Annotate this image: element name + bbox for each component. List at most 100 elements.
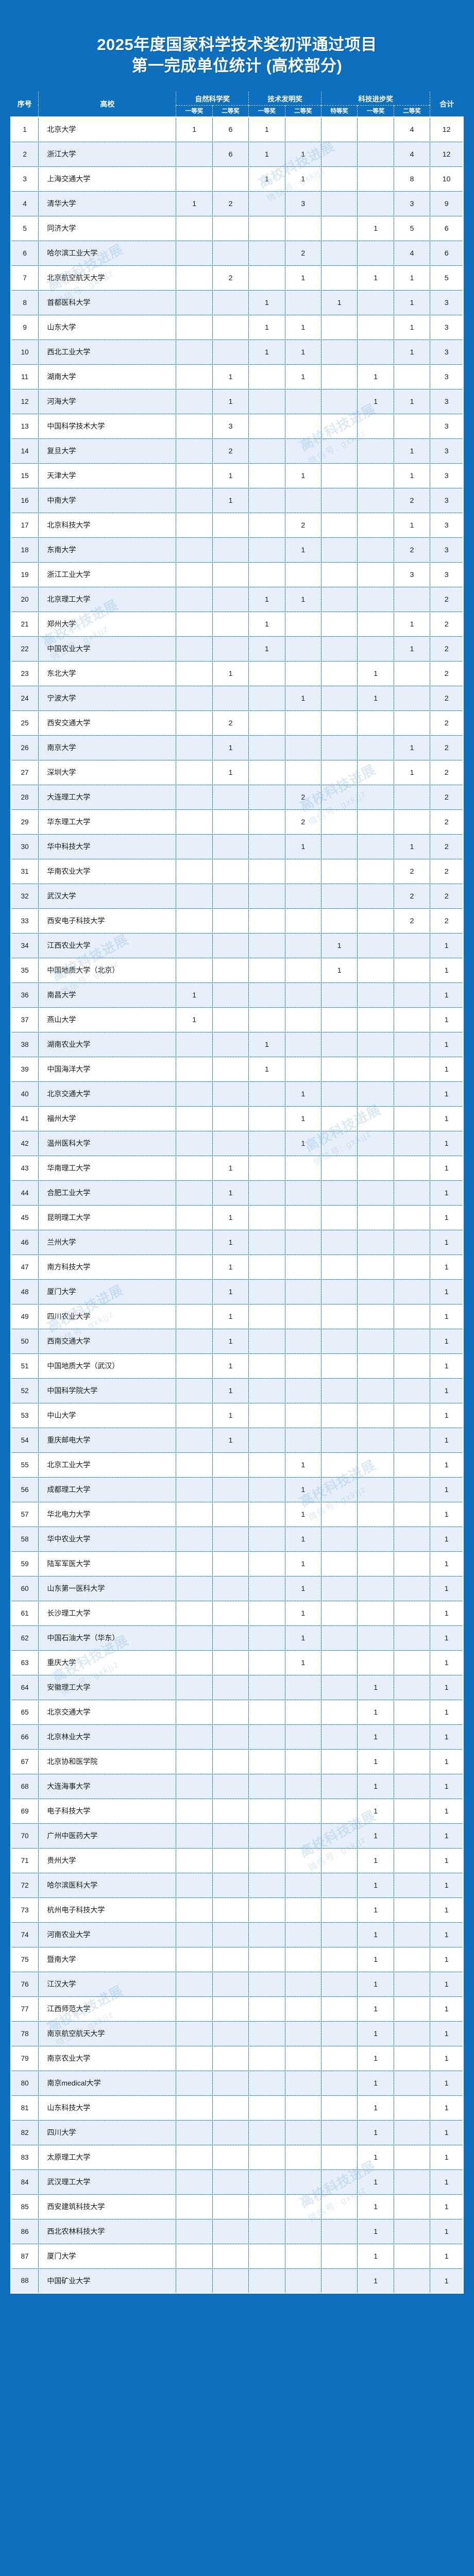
cell-total: 1 — [430, 2268, 464, 2294]
cell-ti-first: 1 — [248, 612, 285, 637]
table-row: 55 北京工业大学 1 1 — [10, 1452, 464, 1478]
cell-sp-special: 1 — [320, 290, 358, 315]
cell-university: 西安电子科技大学 — [38, 908, 176, 934]
cell-sp-special — [320, 340, 358, 365]
cell-sp-special — [320, 834, 358, 859]
cell-sp-second — [393, 1230, 430, 1255]
cell-sp-second — [393, 1106, 430, 1131]
cell-sp-first: 1 — [357, 1774, 394, 1799]
cell-ns-second — [212, 785, 249, 810]
cell-sp-second: 1 — [393, 636, 430, 662]
table-row: 66 北京林业大学 1 1 — [10, 1724, 464, 1750]
cell-sp-special — [320, 1947, 358, 1972]
cell-ti-second — [284, 1873, 321, 1898]
cell-index: 28 — [10, 785, 39, 810]
cell-university: 中国科学院大学 — [38, 1378, 176, 1403]
cell-sp-first — [357, 1205, 394, 1230]
cell-university: 南京农业大学 — [38, 2046, 176, 2071]
cell-ti-first — [248, 1502, 285, 1527]
cell-sp-first — [357, 1551, 394, 1577]
cell-sp-special — [320, 1428, 358, 1453]
cell-index: 37 — [10, 1007, 39, 1032]
cell-total: 3 — [430, 537, 464, 563]
cell-ns-second — [212, 1700, 249, 1725]
cell-sp-second: 1 — [393, 513, 430, 538]
cell-ns-first — [176, 1650, 213, 1675]
cell-ns-first — [176, 2071, 213, 2096]
cell-sp-special — [320, 1452, 358, 1478]
cell-sp-second: 2 — [393, 908, 430, 934]
cell-ns-first — [176, 463, 213, 488]
cell-ns-first — [176, 265, 213, 291]
cell-sp-second — [393, 1304, 430, 1329]
cell-sp-special: 1 — [320, 933, 358, 958]
cell-index: 19 — [10, 562, 39, 587]
cell-index: 42 — [10, 1131, 39, 1156]
cell-total: 1 — [430, 1156, 464, 1181]
cell-ns-first — [176, 1823, 213, 1849]
col-header-ns-first-prize: 一等奖 — [176, 105, 213, 117]
cell-index: 87 — [10, 2244, 39, 2269]
cell-ns-second — [212, 1131, 249, 1156]
cell-sp-first — [357, 241, 394, 266]
cell-total: 6 — [430, 241, 464, 266]
cell-total: 1 — [430, 1180, 464, 1206]
cell-sp-first — [357, 562, 394, 587]
cell-index: 67 — [10, 1749, 39, 1774]
cell-sp-second: 1 — [393, 315, 430, 340]
cell-index: 32 — [10, 884, 39, 909]
cell-index: 33 — [10, 908, 39, 934]
cell-total: 1 — [430, 1848, 464, 1873]
cell-ns-first — [176, 1601, 213, 1626]
cell-index: 21 — [10, 612, 39, 637]
cell-total: 1 — [430, 982, 464, 1008]
cell-university: 兰州大学 — [38, 1230, 176, 1255]
cell-ti-second — [284, 958, 321, 983]
cell-index: 61 — [10, 1601, 39, 1626]
cell-university: 东南大学 — [38, 537, 176, 563]
cell-ns-second: 1 — [212, 1403, 249, 1428]
cell-sp-first — [357, 636, 394, 662]
cell-total: 1 — [430, 1675, 464, 1700]
cell-sp-special — [320, 1724, 358, 1750]
cell-ti-first — [248, 1551, 285, 1577]
cell-total: 1 — [430, 1551, 464, 1577]
cell-university: 同济大学 — [38, 216, 176, 241]
cell-index: 23 — [10, 661, 39, 686]
cell-ti-second: 1 — [284, 1131, 321, 1156]
table-row: 21 郑州大学 1 1 2 — [10, 612, 464, 637]
cell-index: 53 — [10, 1403, 39, 1428]
cell-sp-second — [393, 958, 430, 983]
cell-ti-first — [248, 488, 285, 513]
cell-ns-first — [176, 1502, 213, 1527]
cell-ti-first — [248, 958, 285, 983]
cell-ti-second — [284, 933, 321, 958]
cell-total: 1 — [430, 1922, 464, 1947]
cell-university: 宁波大学 — [38, 686, 176, 711]
cell-university: 山东第一医科大学 — [38, 1576, 176, 1601]
cell-total: 3 — [430, 389, 464, 414]
cell-ti-first: 1 — [248, 636, 285, 662]
cell-ti-second — [284, 1996, 321, 2022]
cell-ns-first — [176, 1131, 213, 1156]
table-row: 18 东南大学 1 2 3 — [10, 537, 464, 563]
cell-ns-second — [212, 1897, 249, 1923]
cell-total: 3 — [430, 438, 464, 464]
cell-index: 12 — [10, 389, 39, 414]
cell-index: 86 — [10, 2219, 39, 2244]
table-row: 36 南昌大学 1 1 — [10, 982, 464, 1008]
table-row: 38 湖南农业大学 1 1 — [10, 1032, 464, 1057]
cell-total: 3 — [430, 463, 464, 488]
cell-sp-first — [357, 908, 394, 934]
cell-ns-first — [176, 1774, 213, 1799]
cell-sp-first: 1 — [357, 1724, 394, 1750]
cell-sp-first — [357, 488, 394, 513]
cell-sp-special — [320, 241, 358, 266]
cell-university: 贵州大学 — [38, 1848, 176, 1873]
cell-total: 1 — [430, 1255, 464, 1280]
cell-sp-special — [320, 1576, 358, 1601]
cell-university: 太原理工大学 — [38, 2145, 176, 2170]
cell-ti-second: 1 — [284, 364, 321, 389]
cell-sp-first: 1 — [357, 389, 394, 414]
cell-index: 15 — [10, 463, 39, 488]
